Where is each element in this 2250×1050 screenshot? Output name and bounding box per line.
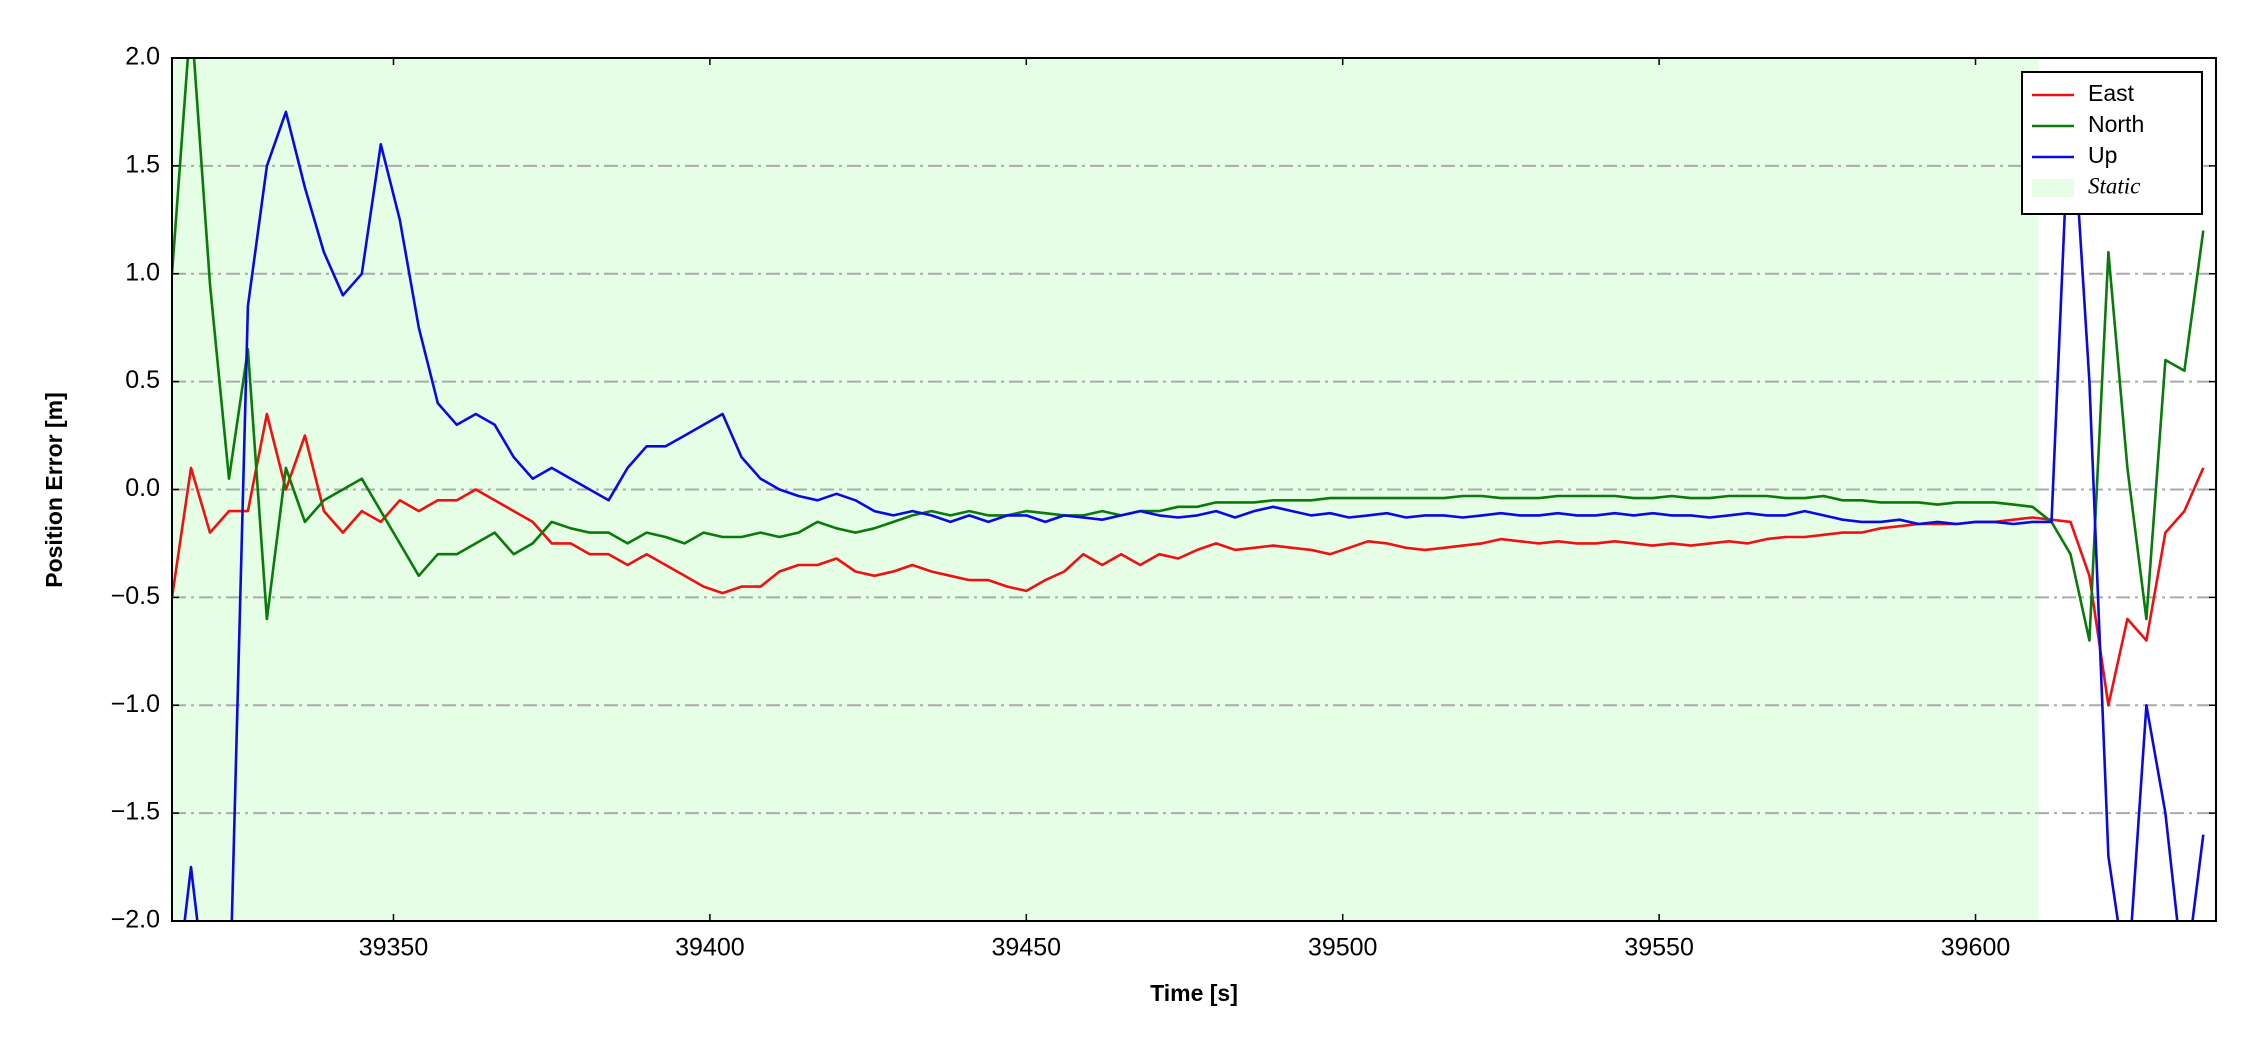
x-tick-label: 39500 <box>1308 934 1378 962</box>
y-tick-label: 1.0 <box>125 258 160 286</box>
plot-frame <box>171 57 2217 922</box>
x-axis-label: Time [s] <box>1150 980 1238 1006</box>
y-tick-label: 0.0 <box>125 474 160 502</box>
x-tick-label: 39350 <box>359 934 429 962</box>
y-tick-label: −0.5 <box>111 582 160 610</box>
x-tick-label: 39400 <box>675 934 745 962</box>
legend-label: Up <box>2088 142 2117 168</box>
y-tick-label: −1.5 <box>111 798 160 826</box>
series-line <box>172 412 2205 707</box>
legend-swatch <box>2032 179 2074 197</box>
legend-label: Static <box>2088 173 2140 198</box>
y-tick-label: −1.0 <box>111 690 160 718</box>
y-tick-label: −2.0 <box>111 906 160 934</box>
legend-label: East <box>2088 80 2135 106</box>
plot-lines <box>172 58 2205 921</box>
y-tick-label: 2.0 <box>125 43 160 71</box>
y-tick-label: 1.5 <box>125 150 160 178</box>
legend-label: North <box>2088 111 2144 137</box>
series-line <box>172 58 2205 642</box>
y-tick-label: 0.5 <box>125 366 160 394</box>
y-axis-label: Position Error [m] <box>41 392 67 588</box>
x-tick-label: 39550 <box>1624 934 1694 962</box>
series-line <box>183 78 2205 921</box>
x-tick-label: 39450 <box>992 934 1062 962</box>
x-tick-label: 39600 <box>1941 934 2011 962</box>
static-region <box>172 58 2039 921</box>
